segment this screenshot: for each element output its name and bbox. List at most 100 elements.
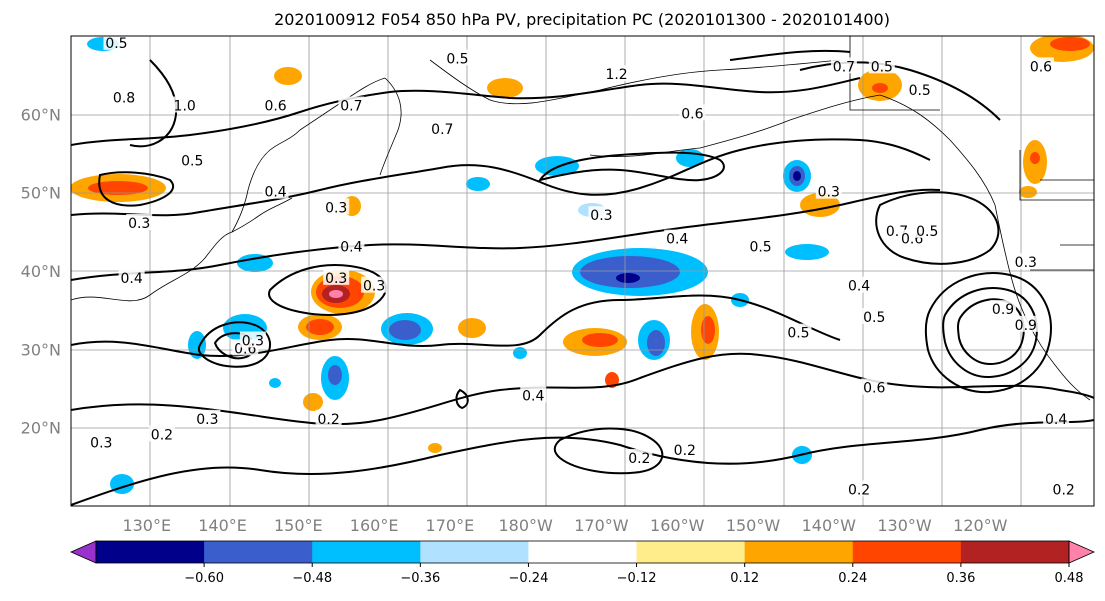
- contour-label: 0.3: [590, 208, 612, 224]
- lon-label: 120°W: [953, 516, 1008, 535]
- contour-label-bg: [861, 378, 888, 395]
- contour-label: 0.2: [1053, 482, 1075, 498]
- contour-label-bg: [338, 96, 365, 113]
- precip-blob: [1019, 186, 1037, 198]
- contour-label-bg: [262, 182, 289, 199]
- contour-label: 0.5: [446, 52, 468, 68]
- contour-label: 0.3: [1015, 255, 1037, 271]
- contour-label-bg: [88, 433, 115, 450]
- contour-label-bg: [868, 57, 895, 74]
- contour-label-bg: [323, 268, 350, 285]
- contour-label-bg: [588, 206, 615, 223]
- precip-blob: [785, 244, 829, 260]
- contour-label: 0.2: [674, 443, 696, 459]
- colorbar-segment: [312, 541, 421, 563]
- contour-label: 0.2: [318, 412, 340, 428]
- colorbar-tick-label: −0.24: [509, 571, 549, 586]
- precip-blob: [88, 181, 148, 195]
- contour-label-bg: [239, 331, 266, 348]
- lon-label: 150°E: [274, 516, 323, 535]
- contour-label-bg: [747, 237, 774, 254]
- colorbar-tick-label: −0.60: [184, 571, 224, 586]
- contour-label-bg: [444, 49, 471, 66]
- colorbar-tick-label: 0.48: [1055, 571, 1084, 586]
- precip-blob: [582, 333, 618, 347]
- precip-blob: [389, 320, 421, 340]
- lon-label: 160°E: [350, 516, 399, 535]
- contour-label-bg: [664, 229, 691, 246]
- colorbar-segment: [852, 541, 962, 563]
- lat-label: 60°N: [21, 105, 61, 124]
- contour-label-bg: [315, 409, 342, 426]
- contour-label: 0.6: [681, 106, 703, 122]
- contour-label: 0.5: [863, 310, 885, 326]
- contour-label-bg: [148, 425, 175, 442]
- lon-label: 140°E: [198, 516, 247, 535]
- longitude-labels: 130°E 140°E 150°E 160°E 170°E 180°W 170°W 160°W…: [122, 516, 1007, 535]
- contour-label: 0.4: [666, 232, 688, 248]
- lon-label: 180°W: [498, 516, 553, 535]
- contour-label: 0.4: [120, 271, 142, 287]
- colorbar-tick-label: 0.12: [730, 571, 759, 586]
- contour-label: 0.3: [90, 435, 112, 451]
- precip-blob: [1050, 37, 1090, 51]
- contour-label-bg: [603, 65, 630, 82]
- precip-blob: [269, 378, 281, 388]
- colorbar-segment: [204, 541, 313, 563]
- gridlines: [71, 36, 1094, 506]
- contour-label-bg: [815, 182, 842, 199]
- latitude-labels: 60°N 50°N 40°N 30°N 20°N: [21, 105, 61, 437]
- contour-label-bg: [262, 96, 289, 113]
- contour-label-bg: [323, 198, 350, 215]
- contour-label: 0.6: [1030, 59, 1052, 75]
- lon-label: 130°W: [877, 516, 932, 535]
- lon-label: 140°W: [802, 516, 857, 535]
- precip-blob: [580, 256, 680, 288]
- colorbar-tick-label: −0.48: [292, 571, 332, 586]
- contour-label: 0.2: [628, 451, 650, 467]
- precip-blob: [303, 393, 323, 411]
- precip-blob: [872, 83, 888, 93]
- contour-label-bg: [118, 268, 145, 285]
- contour-label: 0.3: [242, 334, 264, 350]
- lon-label: 150°W: [726, 516, 781, 535]
- lat-label: 40°N: [21, 262, 61, 281]
- precip-blob: [793, 171, 801, 181]
- contour-label-bg: [429, 120, 456, 136]
- precip-blob: [328, 365, 342, 385]
- colorbar-tick-label: −0.12: [617, 571, 657, 586]
- contour-label: 0.3: [818, 185, 840, 201]
- contour-label: 0.9: [1015, 318, 1037, 334]
- contour-label-bg: [103, 36, 130, 50]
- contour-label: 1.2: [605, 67, 627, 83]
- contour-label: 0.4: [1045, 412, 1067, 428]
- contour-label-bg: [338, 237, 365, 254]
- contour-label-bg: [830, 57, 857, 74]
- precip-blob: [647, 330, 665, 356]
- contour-label-bg: [679, 104, 706, 121]
- colorbar-extend-low: [70, 540, 97, 564]
- contour-label-bg: [990, 300, 1017, 317]
- contour-label: 0.5: [871, 59, 893, 75]
- contour-label-bg: [846, 276, 873, 293]
- precip-blob: [458, 318, 486, 338]
- lat-label: 20°N: [21, 419, 61, 438]
- precip-blob: [605, 372, 619, 388]
- contour-label: 0.5: [916, 224, 938, 240]
- contour-label: 0.5: [909, 83, 931, 99]
- lat-label: 50°N: [21, 184, 61, 203]
- colorbar: −0.60 −0.48 −0.36 −0.24 −0.12 0.12 0.24 0.36 0.4…: [70, 540, 1095, 586]
- contour-label: 0.3: [363, 279, 385, 295]
- contour-labels: 0.5 0.8 1.0 0.6 0.7 0.7 0.5 1.2 0.6 0.7 0.5 0.5 0.6 0…: [88, 36, 1077, 498]
- precip-blob: [428, 443, 442, 453]
- coastlines: [71, 36, 1094, 401]
- lon-label: 170°W: [574, 516, 629, 535]
- contour-label-bg: [520, 386, 547, 403]
- contour-label-bg: [1050, 480, 1077, 497]
- contour-label: 0.5: [787, 326, 809, 342]
- contour-label: 0.4: [340, 240, 362, 256]
- contour-label-bg: [126, 214, 153, 230]
- contour-label-bg: [846, 480, 873, 497]
- contour-label: 0.9: [992, 302, 1014, 318]
- contour-label: 1.0: [174, 99, 196, 115]
